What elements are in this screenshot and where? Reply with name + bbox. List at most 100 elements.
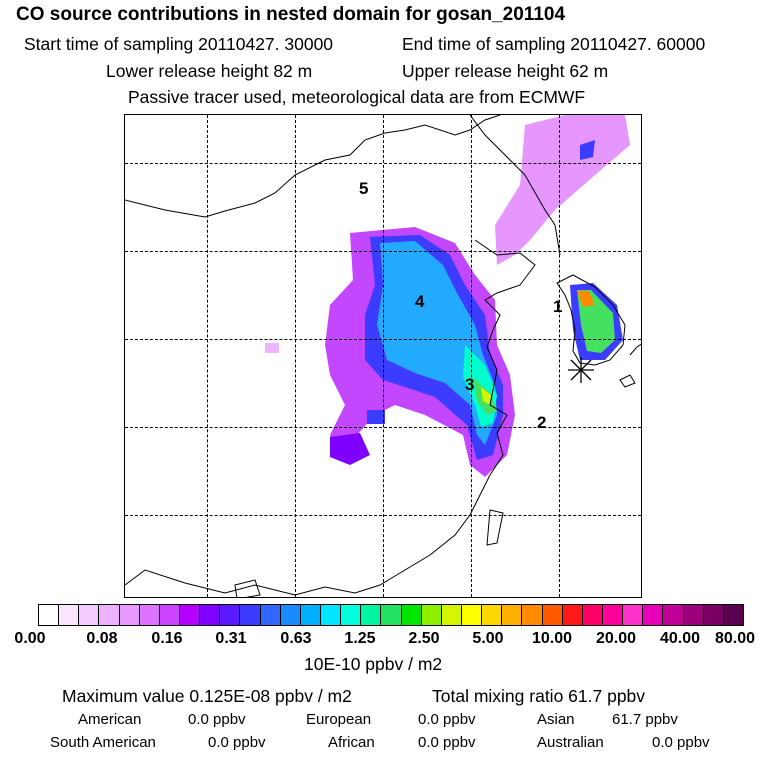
colorbar-cell-26 xyxy=(561,605,582,625)
plume-ne xyxy=(495,115,630,265)
coastline-taiwan xyxy=(486,509,504,546)
plume-ne-blue xyxy=(580,140,595,160)
coastline-mainland xyxy=(125,239,536,596)
upper-release-label: Upper release height 62 m xyxy=(402,61,609,81)
colorbar-tick-6: 2.50 xyxy=(408,630,440,647)
lower-release-label: Lower release height 82 m xyxy=(106,61,313,81)
colorbar-cell-0 xyxy=(39,605,59,625)
colorbar-cell-24 xyxy=(521,605,542,625)
plume-speck-2 xyxy=(330,433,370,465)
south-american-value: 0.0 ppbv xyxy=(208,734,266,751)
american-label: American xyxy=(78,711,142,728)
plot-title: CO source contributions in nested domain… xyxy=(16,4,566,25)
african-label: African xyxy=(328,734,375,751)
colorbar-cell-29 xyxy=(622,605,643,625)
grid-line-v2 xyxy=(295,115,296,597)
asian-label: Asian xyxy=(537,711,575,728)
region-label-1: 1 xyxy=(553,297,563,316)
colorbar-unit: 10E-10 ppbv / m2 xyxy=(304,654,443,674)
colorbar-cell-28 xyxy=(601,605,623,625)
colorbar-cell-20 xyxy=(440,605,461,625)
colorbar-tick-3: 0.31 xyxy=(215,630,247,647)
receptor-asterisk-icon xyxy=(568,357,594,383)
colorbar-cell-25 xyxy=(541,605,562,625)
colorbar-cell-6 xyxy=(158,605,179,625)
colorbar-cell-16 xyxy=(360,605,381,625)
plume-speck-1 xyxy=(265,343,279,353)
colorbar-cell-4 xyxy=(118,605,139,625)
colorbar-cell-27 xyxy=(581,605,602,625)
map-panel: 1 2 3 4 5 xyxy=(124,114,642,598)
colorbar-cell-23 xyxy=(501,605,522,625)
colorbar-cell-14 xyxy=(319,605,341,625)
tracer-note: Passive tracer used, meteorological data… xyxy=(128,87,586,107)
colorbar-cell-3 xyxy=(98,605,119,625)
colorbar-cell-13 xyxy=(299,605,320,625)
plume-yellow xyxy=(481,387,491,405)
region-label-4: 4 xyxy=(415,292,425,311)
coastline-border-east xyxy=(469,115,561,256)
plume-cyan xyxy=(377,241,497,445)
colorbar-tick-1: 0.08 xyxy=(86,630,118,647)
grid-line-h5 xyxy=(125,515,641,516)
colorbar-cell-17 xyxy=(380,605,401,625)
grid-line-h2 xyxy=(125,251,641,252)
coastline-layer xyxy=(125,115,641,597)
region-label-5: 5 xyxy=(359,179,369,198)
colorbar-cell-34 xyxy=(722,605,743,625)
total-mixing-label: Total mixing ratio 61.7 ppbv xyxy=(432,686,646,706)
end-time-label: End time of sampling 20110427. 60000 xyxy=(402,34,706,54)
colorbar-cell-9 xyxy=(219,605,240,625)
start-time-label: Start time of sampling 20110427. 30000 xyxy=(24,34,334,54)
colorbar-cell-31 xyxy=(662,605,683,625)
colorbar-tick-5: 1.25 xyxy=(344,630,376,647)
colorbar-cell-33 xyxy=(702,605,723,625)
colorbar-cell-8 xyxy=(199,605,220,625)
colorbar-cell-1 xyxy=(58,605,79,625)
grid-line-v1 xyxy=(207,115,208,597)
australian-value: 0.0 ppbv xyxy=(652,734,710,751)
colorbar-cell-18 xyxy=(400,605,421,625)
american-value: 0.0 ppbv xyxy=(188,711,246,728)
coastline-hainan xyxy=(234,579,261,597)
grid-line-v4 xyxy=(471,115,472,597)
asian-value: 61.7 ppbv xyxy=(612,711,678,728)
european-label: European xyxy=(306,711,372,728)
region-label-2: 2 xyxy=(537,413,547,432)
south-american-label: South American xyxy=(50,734,156,751)
max-value-label: Maximum value 0.125E-08 ppbv / m2 xyxy=(62,686,352,706)
colorbar-cell-10 xyxy=(239,605,260,625)
colorbar-tick-4: 0.63 xyxy=(280,630,312,647)
colorbar-tick-8: 10.00 xyxy=(531,630,573,647)
grid-line-h3 xyxy=(125,339,641,340)
coastline-japan-2 xyxy=(619,374,636,388)
coastline-north xyxy=(125,115,501,218)
plume-speck-3 xyxy=(367,410,385,424)
colorbar-tick-0: 0.00 xyxy=(14,630,46,647)
colorbar xyxy=(38,604,744,626)
african-value: 0.0 ppbv xyxy=(418,734,476,751)
colorbar-cell-12 xyxy=(279,605,300,625)
colorbar-cell-30 xyxy=(642,605,663,625)
colorbar-cell-5 xyxy=(138,605,159,625)
colorbar-cell-7 xyxy=(178,605,200,625)
colorbar-cell-32 xyxy=(682,605,703,625)
grid-line-v5 xyxy=(559,115,560,597)
region-label-3: 3 xyxy=(465,375,475,394)
grid-line-h1 xyxy=(125,163,641,164)
plume-korea-peak xyxy=(577,291,595,307)
colorbar-cell-11 xyxy=(259,605,280,625)
colorbar-cell-2 xyxy=(78,605,99,625)
grid-line-h4 xyxy=(125,427,641,428)
colorbar-tick-10: 40.00 xyxy=(659,630,701,647)
colorbar-tick-9: 20.00 xyxy=(595,630,637,647)
european-value: 0.0 ppbv xyxy=(418,711,476,728)
colorbar-tick-7: 5.00 xyxy=(472,630,504,647)
grid-line-v3 xyxy=(383,115,384,597)
coastline-japan-1 xyxy=(629,343,641,356)
colorbar-cell-19 xyxy=(420,605,441,625)
colorbar-tick-11: 80.00 xyxy=(714,630,756,647)
colorbar-cell-21 xyxy=(460,605,482,625)
colorbar-tick-2: 0.16 xyxy=(151,630,183,647)
colorbar-cell-22 xyxy=(481,605,502,625)
